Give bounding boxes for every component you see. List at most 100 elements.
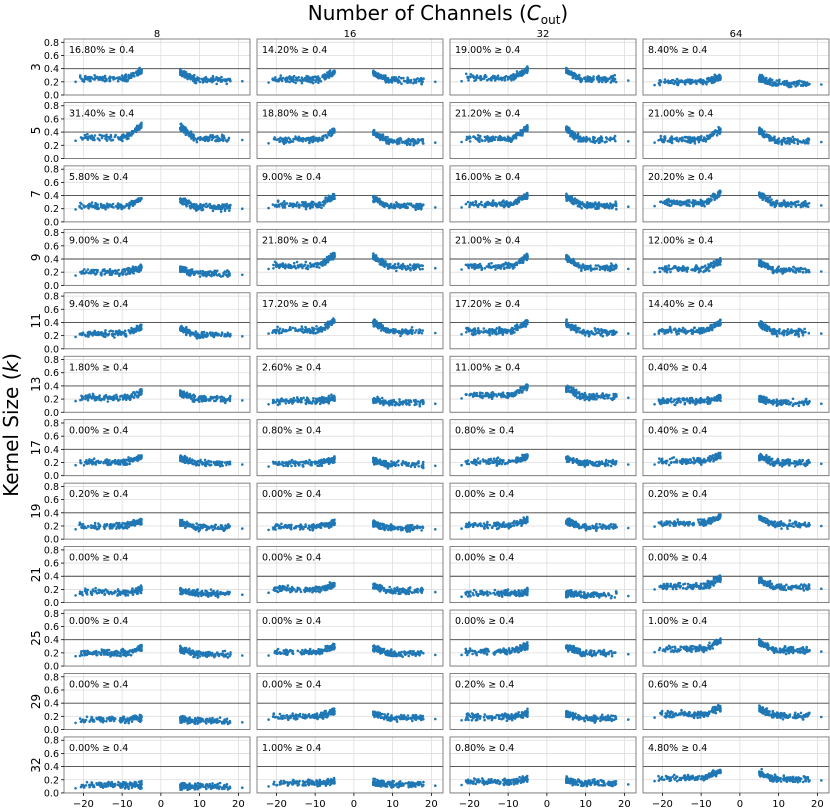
scatter-point — [522, 259, 525, 262]
scatter-point — [103, 74, 107, 78]
scatter-point — [526, 69, 529, 73]
scatter-point — [282, 141, 285, 144]
scatter-point — [311, 81, 315, 85]
scatter-point — [526, 126, 529, 130]
panel: 9.00% ≥ 0.40.00.20.40.60.8 — [44, 228, 251, 292]
scatter-point — [305, 79, 309, 82]
scatter-point — [373, 196, 376, 199]
scatter-point — [460, 268, 463, 271]
scatter-point — [487, 136, 491, 139]
scatter-point — [382, 74, 386, 77]
scatter-point — [411, 204, 414, 208]
scatter-point — [106, 205, 109, 209]
scatter-point — [786, 81, 789, 84]
y-tick-label: 0.8 — [44, 101, 59, 112]
scatter-point — [192, 206, 196, 210]
scatter-point — [686, 139, 689, 143]
scatter-point — [393, 79, 397, 83]
scatter-point — [128, 205, 131, 208]
scatter-point — [603, 75, 607, 79]
y-tick-label: 0.4 — [44, 191, 59, 202]
scatter-point — [768, 136, 771, 140]
column-header: 8 — [154, 29, 160, 40]
scatter-point — [291, 202, 294, 206]
scatter-point — [794, 138, 798, 141]
scatter-point — [210, 138, 214, 141]
scatter-point — [273, 260, 277, 264]
scatter-point — [780, 143, 784, 146]
scatter-point — [220, 135, 224, 138]
scatter-point — [521, 196, 525, 199]
scatter-point — [715, 194, 719, 198]
scatter-point — [192, 79, 195, 82]
scatter-point — [512, 134, 516, 137]
scatter-point — [381, 264, 385, 267]
scatter-point — [285, 78, 289, 82]
scatter-point — [460, 79, 463, 83]
scatter-point — [201, 273, 204, 277]
scatter-point — [492, 137, 495, 140]
scatter-point — [294, 135, 297, 138]
scatter-point — [379, 259, 383, 263]
scatter-point — [491, 203, 495, 207]
scatter-point — [283, 203, 287, 207]
scatter-point — [189, 206, 192, 210]
scatter-point — [211, 209, 215, 213]
scatter-point — [130, 72, 133, 75]
scatter-point — [304, 260, 308, 264]
scatter-point — [573, 138, 576, 141]
scatter-point — [281, 264, 285, 268]
column-header: 16 — [344, 29, 357, 40]
scatter-point — [294, 137, 298, 141]
scatter-point — [610, 204, 614, 208]
scatter-point — [499, 138, 502, 142]
scatter-point — [91, 204, 94, 207]
scatter-point — [503, 79, 507, 82]
scatter-point — [497, 136, 500, 139]
scatter-point — [396, 78, 399, 81]
scatter-point — [716, 191, 720, 194]
scatter-point — [793, 141, 796, 145]
scatter-point — [510, 77, 514, 81]
scatter-point — [406, 264, 410, 268]
scatter-point — [180, 124, 184, 127]
scatter-point — [505, 203, 509, 206]
scatter-point — [117, 205, 121, 208]
scatter-point — [386, 140, 390, 144]
scatter-point — [220, 75, 223, 79]
scatter-point — [705, 77, 709, 80]
scatter-point — [304, 207, 308, 211]
scatter-point — [210, 274, 213, 278]
scatter-point — [194, 81, 198, 84]
scatter-point — [136, 71, 139, 74]
scatter-point — [88, 79, 92, 83]
scatter-point — [398, 80, 402, 83]
scatter-point — [396, 202, 399, 206]
scatter-point — [701, 201, 705, 204]
scatter-point — [316, 261, 319, 265]
scatter-point — [663, 269, 667, 273]
scatter-point — [325, 196, 329, 200]
scatter-point — [792, 139, 795, 142]
scatter-point — [503, 136, 506, 139]
scatter-point — [820, 140, 823, 144]
scatter-point — [796, 82, 800, 85]
scatter-point — [707, 269, 711, 273]
scatter-point — [591, 140, 594, 144]
scatter-point — [98, 133, 101, 137]
scatter-point — [473, 79, 476, 82]
scatter-point — [278, 78, 282, 81]
scatter-point — [788, 202, 792, 206]
scatter-point — [695, 82, 698, 85]
scatter-point — [121, 207, 124, 210]
scatter-point — [710, 77, 713, 81]
scatter-point — [688, 135, 691, 139]
scatter-point — [465, 138, 468, 141]
scatter-point — [411, 138, 415, 141]
scatter-point — [682, 266, 686, 270]
scatter-point — [568, 128, 571, 132]
scatter-point — [280, 79, 284, 83]
scatter-point — [670, 78, 674, 82]
scatter-point — [87, 76, 90, 80]
scatter-point — [294, 203, 298, 206]
